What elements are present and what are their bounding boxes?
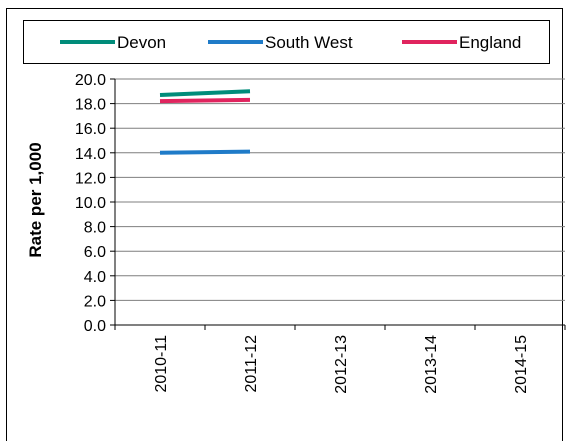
series-line-devon (159, 89, 251, 97)
gridlines (115, 78, 565, 301)
y-tick-label: 2.0 (84, 293, 106, 310)
axes (110, 78, 566, 330)
legend-entry-label: England (459, 33, 521, 52)
series-lines (159, 89, 251, 155)
y-tick-label: 18.0 (75, 97, 106, 114)
y-axis-label: Rate per 1,000 (26, 142, 45, 257)
y-tick-label: 20.0 (75, 72, 106, 89)
y-tick-label: 12.0 (75, 170, 106, 187)
series-line-south-west (159, 149, 251, 155)
x-tick-label: 2010-11 (153, 335, 170, 393)
y-tick-label: 16.0 (75, 121, 106, 138)
y-tick-label: 4.0 (84, 269, 106, 286)
legend-items: Devon South West England (60, 33, 521, 52)
y-tick-label: 6.0 (84, 244, 106, 261)
x-tick-labels: 2010-11 2011-12 2012-13 2013-14 2014-15 (153, 335, 530, 394)
y-tick-label: 14.0 (75, 146, 106, 163)
chart-frame (6, 8, 563, 441)
x-tick-label: 2012-13 (333, 335, 350, 394)
legend-entry-label: Devon (117, 33, 166, 52)
y-tick-labels: 0.0 2.0 4.0 6.0 8.0 10.0 12.0 14.0 16.0 18.0 20.0 (75, 72, 106, 335)
x-tick-label: 2013-14 (423, 335, 440, 394)
legend: Devon South West England (23, 20, 550, 64)
y-tick-label: 10.0 (75, 195, 106, 212)
series-line-england (159, 97, 251, 104)
y-tick-label: 0.0 (84, 318, 106, 335)
legend-entry-label: South West (265, 33, 353, 52)
y-tick-label: 8.0 (84, 220, 106, 237)
x-tick-label: 2014-15 (513, 335, 530, 394)
x-tick-label: 2011-12 (243, 335, 260, 393)
